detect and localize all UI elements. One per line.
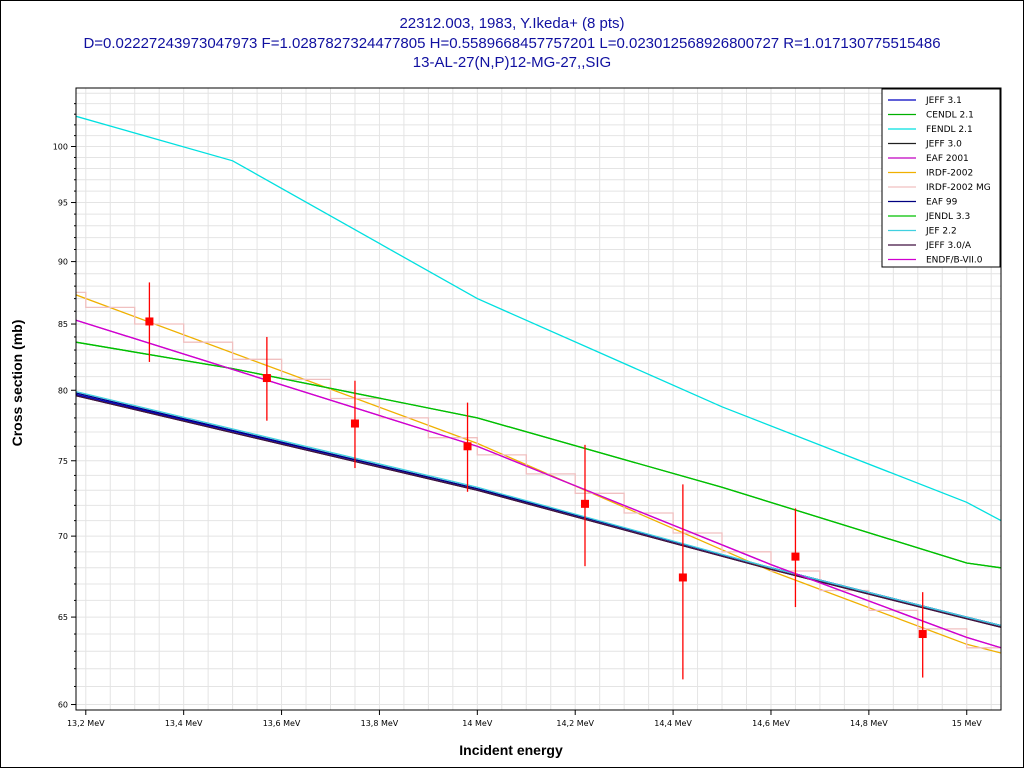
y-tick-label: 75 bbox=[58, 457, 68, 466]
legend-box bbox=[881, 88, 1001, 268]
x-tick-label: 14,6 MeV bbox=[752, 719, 790, 728]
series-line bbox=[76, 341, 1001, 569]
x-tick-label: 13,8 MeV bbox=[361, 719, 399, 728]
legend-label: EAF 99 bbox=[926, 198, 958, 208]
y-tick-label: 70 bbox=[58, 532, 68, 541]
legend-label: JENDL 3.3 bbox=[925, 212, 970, 222]
y-tick-label: 60 bbox=[58, 701, 68, 710]
y-axis-title: Cross section (mb) bbox=[9, 320, 25, 447]
series-line bbox=[76, 395, 1001, 628]
data-point bbox=[262, 374, 271, 383]
data-point bbox=[678, 573, 687, 582]
legend-label: FENDL 2.1 bbox=[926, 125, 973, 135]
data-point bbox=[918, 630, 927, 639]
y-tick-label: 95 bbox=[58, 199, 68, 208]
legend-label: CENDL 2.1 bbox=[926, 111, 974, 121]
chart-title: 22312.003, 1983, Y.Ikeda+ (8 pts) bbox=[399, 15, 625, 32]
series-line bbox=[76, 390, 1001, 627]
legend-label: JEF 2.2 bbox=[925, 227, 957, 237]
x-tick-label: 13,2 MeV bbox=[67, 719, 105, 728]
y-tick-label: 100 bbox=[53, 142, 68, 151]
y-tick-label: 85 bbox=[58, 320, 68, 329]
series-line bbox=[76, 341, 1001, 569]
data-point bbox=[350, 419, 359, 428]
series-line bbox=[76, 115, 1001, 522]
legend-label: EAF 2001 bbox=[926, 154, 969, 164]
data-point bbox=[580, 499, 589, 508]
x-tick-label: 14 MeV bbox=[462, 719, 493, 728]
axis-ticks: 13,2 MeV 13,4 MeV 13,6 MeV 13,8 MeV 14 MeV 14… bbox=[53, 103, 983, 728]
data-point bbox=[463, 442, 472, 451]
grid bbox=[76, 88, 1001, 710]
legend-label: JEFF 3.0/A bbox=[925, 241, 972, 251]
legend-label: ENDF/B-VII.0 bbox=[926, 256, 983, 266]
x-tick-label: 13,6 MeV bbox=[263, 719, 301, 728]
legend-label: JEFF 3.1 bbox=[925, 96, 962, 106]
series-line bbox=[76, 319, 1001, 649]
legend-label: IRDF-2002 bbox=[926, 169, 973, 179]
chart-parameters: D=0.02227243973047973 F=1.02878273244778… bbox=[83, 35, 941, 52]
x-tick-label: 15 MeV bbox=[952, 719, 983, 728]
x-tick-label: 14,8 MeV bbox=[850, 719, 888, 728]
series-line bbox=[76, 291, 1001, 649]
x-tick-label: 14,2 MeV bbox=[556, 719, 594, 728]
y-tick-label: 80 bbox=[58, 386, 68, 395]
legend-label: IRDF-2002 MG bbox=[926, 183, 991, 193]
series-layer bbox=[76, 115, 1001, 654]
data-point bbox=[791, 552, 800, 561]
data-point bbox=[145, 317, 154, 326]
y-tick-label: 90 bbox=[58, 258, 68, 267]
x-axis-title: Incident energy bbox=[459, 742, 563, 758]
legend-label: JEFF 3.0 bbox=[925, 140, 962, 150]
x-tick-label: 13,4 MeV bbox=[165, 719, 203, 728]
legend: JEFF 3.1 CENDL 2.1 FENDL 2.1 JEFF 3.0 EAF 20… bbox=[881, 88, 1001, 268]
x-tick-label: 14,4 MeV bbox=[654, 719, 692, 728]
chart-reaction: 13-AL-27(N,P)12-MG-27,,SIG bbox=[412, 54, 612, 71]
y-tick-label: 65 bbox=[58, 613, 68, 622]
plot-border bbox=[75, 87, 1002, 711]
experimental-points bbox=[145, 282, 927, 680]
